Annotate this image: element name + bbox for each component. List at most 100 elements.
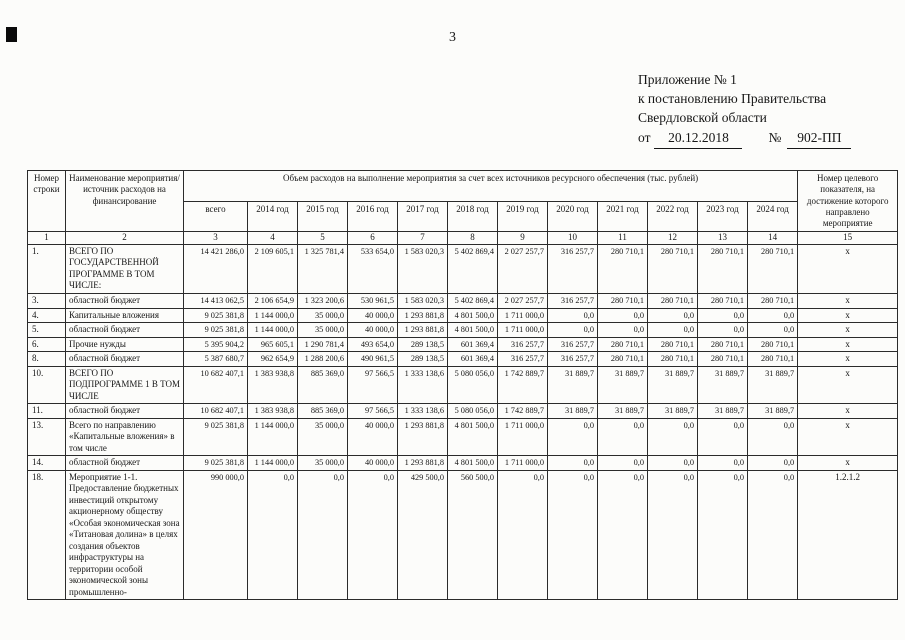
value-cell: 5 080 056,0 bbox=[447, 365, 498, 405]
header-row-top: Номер строки Наименование мероприятия/ис… bbox=[27, 169, 899, 233]
table-body: 1. ВСЕГО ПО ГОСУДАРСТВЕННОЙ ПРОГРАММЕ В Т… bbox=[27, 243, 899, 601]
value-cell: 0,0 bbox=[547, 307, 598, 324]
value-cell: 316 257,7 bbox=[547, 243, 598, 295]
value-cell: 0,0 bbox=[547, 417, 598, 457]
value-cell: 4 801 500,0 bbox=[447, 322, 498, 338]
value-cell: 4 801 500,0 bbox=[447, 307, 498, 324]
value-cell: 31 889,7 bbox=[597, 365, 648, 405]
value-cell: 40 000,0 bbox=[347, 455, 398, 471]
value-cell: 5 402 869,4 bbox=[447, 293, 498, 309]
value-cell: 1 144 000,0 bbox=[247, 307, 298, 324]
value-cell: 0,0 bbox=[746, 469, 799, 601]
header-year-column: 2016 год bbox=[347, 200, 398, 233]
value-cell: 1 711 000,0 bbox=[497, 417, 548, 457]
table-row: 11. областной бюджет 10 682 407,1 1 383 938… bbox=[27, 403, 899, 419]
value-cell: 280 710,1 bbox=[746, 336, 799, 353]
value-cell: 31 889,7 bbox=[746, 403, 799, 419]
value-cell: 493 654,0 bbox=[347, 336, 398, 353]
header-year-column: 2022 год bbox=[647, 200, 698, 233]
value-cell: 14 421 286,0 bbox=[183, 243, 248, 295]
value-cell: 280 710,1 bbox=[746, 243, 799, 295]
value-cell: 1 293 881,8 bbox=[397, 322, 448, 338]
target-indicator-cell: x bbox=[797, 322, 899, 338]
value-cell: 885 369,0 bbox=[297, 365, 348, 405]
row-name-cell: областной бюджет bbox=[65, 455, 184, 471]
row-name-cell: областной бюджет bbox=[65, 403, 184, 419]
value-cell: 280 710,1 bbox=[746, 351, 799, 367]
value-cell: 280 710,1 bbox=[597, 336, 648, 353]
row-number-cell: 8. bbox=[27, 351, 66, 367]
value-cell: 1 742 889,7 bbox=[497, 403, 548, 419]
target-indicator-cell: x bbox=[797, 365, 899, 405]
header-year-column: 2015 год bbox=[297, 200, 348, 233]
table-row: 5. областной бюджет 9 025 381,8 1 144 000,0… bbox=[27, 322, 899, 338]
page-number: 3 bbox=[449, 30, 456, 45]
value-cell: 316 257,7 bbox=[547, 351, 598, 367]
value-cell: 35 000,0 bbox=[297, 322, 348, 338]
table-row: 3. областной бюджет 14 413 062,5 2 106 654,… bbox=[27, 293, 899, 309]
value-cell: 1 293 881,8 bbox=[397, 307, 448, 324]
row-name-cell: Всего по направлению «Капитальные вложен… bbox=[65, 417, 184, 457]
value-cell: 280 710,1 bbox=[746, 293, 799, 309]
column-index-cell: 6 bbox=[347, 231, 398, 245]
target-indicator-cell: x bbox=[797, 455, 899, 471]
target-indicator-cell: x bbox=[797, 336, 899, 353]
value-cell: 2 109 605,1 bbox=[247, 243, 298, 295]
value-cell: 0,0 bbox=[647, 417, 698, 457]
row-name-cell: областной бюджет bbox=[65, 351, 184, 367]
value-cell: 31 889,7 bbox=[746, 365, 799, 405]
years-header-row: всего 2014 год 2015 год 2016 год 2017 год 201… bbox=[28, 200, 898, 233]
value-cell: 962 654,9 bbox=[247, 351, 298, 367]
value-cell: 5 395 904,2 bbox=[183, 336, 248, 353]
value-cell: 0,0 bbox=[746, 307, 799, 324]
value-cell: 35 000,0 bbox=[297, 307, 348, 324]
value-cell: 14 413 062,5 bbox=[183, 293, 248, 309]
value-cell: 429 500,0 bbox=[397, 469, 448, 601]
header-name: Наименование мероприятия/источник расход… bbox=[65, 169, 184, 233]
value-cell: 0,0 bbox=[547, 455, 598, 471]
header-row-number: Номер строки bbox=[27, 169, 66, 233]
row-name-cell: Прочие нужды bbox=[65, 336, 184, 353]
value-cell: 0,0 bbox=[297, 469, 348, 601]
value-cell: 1 144 000,0 bbox=[247, 417, 298, 457]
value-cell: 0,0 bbox=[597, 455, 648, 471]
value-cell: 1 383 938,8 bbox=[247, 403, 298, 419]
value-cell: 280 710,1 bbox=[597, 243, 648, 295]
value-cell: 280 710,1 bbox=[697, 293, 748, 309]
value-cell: 2 106 654,9 bbox=[247, 293, 298, 309]
value-cell: 280 710,1 bbox=[597, 351, 648, 367]
value-cell: 490 961,5 bbox=[347, 351, 398, 367]
annex-from-label: от bbox=[638, 130, 651, 146]
row-number-cell: 4. bbox=[27, 307, 66, 324]
table-row: 4. Капитальные вложения 9 025 381,8 1 144 0… bbox=[27, 307, 899, 324]
value-cell: 0,0 bbox=[697, 469, 748, 601]
value-cell: 31 889,7 bbox=[697, 403, 748, 419]
table-row: 14. областной бюджет 9 025 381,8 1 144 000,… bbox=[27, 455, 899, 471]
value-cell: 9 025 381,8 bbox=[183, 322, 248, 338]
value-cell: 1 325 781,4 bbox=[297, 243, 348, 295]
row-number-cell: 5. bbox=[27, 322, 66, 338]
table-row: 6. Прочие нужды 5 395 904,2 965 605,1 1 290 … bbox=[27, 336, 899, 353]
value-cell: 280 710,1 bbox=[647, 243, 698, 295]
column-index-cell: 3 bbox=[183, 231, 248, 245]
value-cell: 10 682 407,1 bbox=[183, 403, 248, 419]
row-number-cell: 6. bbox=[27, 336, 66, 353]
annex-block: Приложение № 1 к постановлению Правитель… bbox=[638, 70, 852, 149]
value-cell: 9 025 381,8 bbox=[183, 455, 248, 471]
value-cell: 1 742 889,7 bbox=[497, 365, 548, 405]
row-name-cell: ВСЕГО ПО ПОДПРОГРАММЕ 1 В ТОМ ЧИСЛЕ bbox=[65, 365, 184, 405]
column-index-cell: 11 bbox=[597, 231, 648, 245]
row-name-cell: ВСЕГО ПО ГОСУДАРСТВЕННОЙ ПРОГРАММЕ В ТОМ… bbox=[65, 243, 184, 295]
value-cell: 601 369,4 bbox=[447, 351, 498, 367]
column-index-cell: 8 bbox=[447, 231, 498, 245]
table-row: 8. областной бюджет 5 387 680,7 962 654,9 1 … bbox=[27, 351, 899, 367]
column-index-cell: 14 bbox=[746, 231, 799, 245]
value-cell: 31 889,7 bbox=[647, 403, 698, 419]
row-name-cell: областной бюджет bbox=[65, 293, 184, 309]
value-cell: 97 566,5 bbox=[347, 365, 398, 405]
value-cell: 0,0 bbox=[746, 322, 799, 338]
header-year-column: 2021 год bbox=[597, 200, 648, 233]
value-cell: 1 711 000,0 bbox=[497, 322, 548, 338]
value-cell: 2 027 257,7 bbox=[497, 243, 548, 295]
table-row: 18. Мероприятие 1-1. Предоставление бюдже… bbox=[27, 469, 899, 601]
